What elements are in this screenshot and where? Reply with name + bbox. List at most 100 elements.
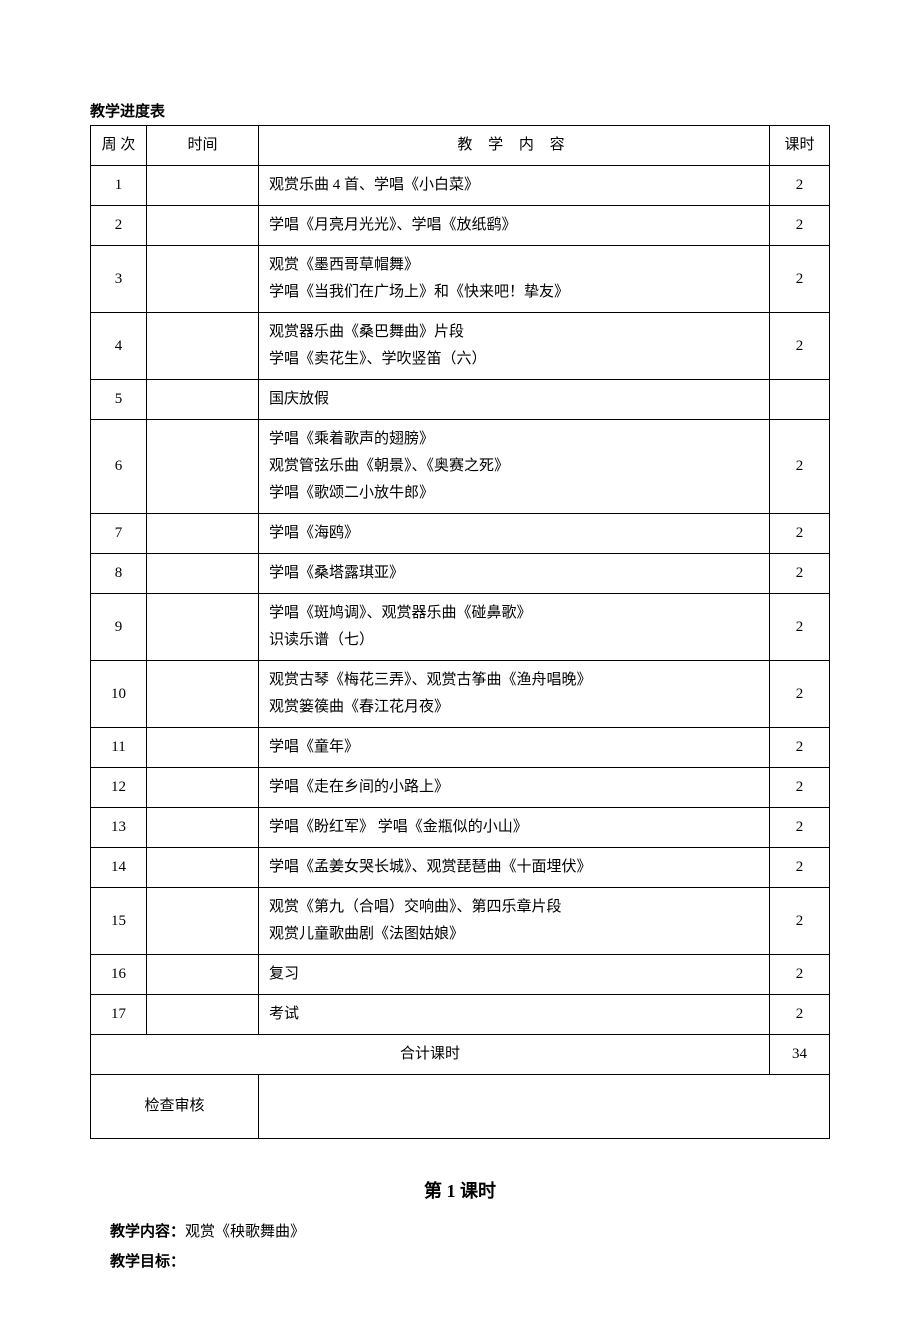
cell-time	[147, 420, 259, 514]
lesson-goal-label: 教学目标：	[110, 1254, 185, 1270]
cell-time	[147, 594, 259, 661]
cell-week: 17	[91, 995, 147, 1035]
cell-time	[147, 166, 259, 206]
table-row: 4 观赏器乐曲《桑巴舞曲》片段学唱《卖花生》、学吹竖笛（六）2	[91, 313, 830, 380]
cell-content: 学唱《桑塔露琪亚》	[259, 554, 770, 594]
cell-time	[147, 955, 259, 995]
table-row: 7 学唱《海鸥》2	[91, 514, 830, 554]
cell-hours: 2	[770, 514, 830, 554]
cell-content: 观赏器乐曲《桑巴舞曲》片段学唱《卖花生》、学吹竖笛（六）	[259, 313, 770, 380]
cell-time	[147, 313, 259, 380]
lesson-heading: 第 1 课时	[90, 1177, 830, 1203]
cell-hours: 2	[770, 554, 830, 594]
review-value	[259, 1075, 830, 1139]
cell-content: 国庆放假	[259, 380, 770, 420]
cell-hours: 2	[770, 206, 830, 246]
cell-hours: 2	[770, 955, 830, 995]
cell-hours: 2	[770, 313, 830, 380]
lesson-goal-line: 教学目标：	[110, 1247, 830, 1277]
lesson-content-value: 观赏《秧歌舞曲》	[185, 1224, 305, 1240]
cell-content: 学唱《斑鸠调》、观赏器乐曲《碰鼻歌》识读乐谱（七）	[259, 594, 770, 661]
cell-time	[147, 888, 259, 955]
schedule-table: 周 次时间教 学 内 容课时1观赏乐曲 4 首、学唱《小白菜》22学唱《月亮月光…	[90, 125, 830, 1139]
table-row: 1 观赏乐曲 4 首、学唱《小白菜》2	[91, 166, 830, 206]
cell-time	[147, 848, 259, 888]
cell-time	[147, 661, 259, 728]
cell-time	[147, 808, 259, 848]
header-content: 教 学 内 容	[259, 126, 770, 166]
table-title: 教学进度表	[90, 100, 830, 121]
lesson-content-label: 教学内容：	[110, 1224, 185, 1240]
cell-hours: 2	[770, 728, 830, 768]
cell-week: 15	[91, 888, 147, 955]
total-label: 合计课时	[91, 1035, 770, 1075]
cell-time	[147, 728, 259, 768]
cell-hours: 2	[770, 848, 830, 888]
cell-week: 1	[91, 166, 147, 206]
cell-content: 观赏《墨西哥草帽舞》学唱《当我们在广场上》和《快来吧！挚友》	[259, 246, 770, 313]
table-row: 13学唱《盼红军》 学唱《金瓶似的小山》2	[91, 808, 830, 848]
table-header-row: 周 次时间教 学 内 容课时	[91, 126, 830, 166]
cell-content: 学唱《走在乡间的小路上》	[259, 768, 770, 808]
table-row: 5 国庆放假	[91, 380, 830, 420]
table-row: 3 观赏《墨西哥草帽舞》学唱《当我们在广场上》和《快来吧！挚友》2	[91, 246, 830, 313]
cell-week: 3	[91, 246, 147, 313]
lesson-content-line: 教学内容：观赏《秧歌舞曲》	[110, 1217, 830, 1247]
cell-week: 13	[91, 808, 147, 848]
cell-week: 12	[91, 768, 147, 808]
cell-content: 复习	[259, 955, 770, 995]
cell-hours: 2	[770, 166, 830, 206]
cell-content: 考试	[259, 995, 770, 1035]
cell-time	[147, 768, 259, 808]
table-row: 15观赏《第九（合唱）交响曲》、第四乐章片段观赏儿童歌曲剧《法图姑娘》2	[91, 888, 830, 955]
cell-week: 16	[91, 955, 147, 995]
total-value: 34	[770, 1035, 830, 1075]
cell-week: 4	[91, 313, 147, 380]
table-row: 16 复习2	[91, 955, 830, 995]
cell-week: 7	[91, 514, 147, 554]
cell-time	[147, 206, 259, 246]
cell-time	[147, 514, 259, 554]
cell-content: 学唱《童年》	[259, 728, 770, 768]
cell-content: 学唱《乘着歌声的翅膀》观赏管弦乐曲《朝景》、《奥赛之死》学唱《歌颂二小放牛郎》	[259, 420, 770, 514]
cell-hours: 2	[770, 888, 830, 955]
cell-week: 11	[91, 728, 147, 768]
cell-content: 学唱《海鸥》	[259, 514, 770, 554]
table-row: 12 学唱《走在乡间的小路上》2	[91, 768, 830, 808]
cell-time	[147, 554, 259, 594]
table-row: 8 学唱《桑塔露琪亚》2	[91, 554, 830, 594]
cell-content: 学唱《孟姜女哭长城》、观赏琵琶曲《十面埋伏》	[259, 848, 770, 888]
table-row: 10 观赏古琴《梅花三弄》、观赏古筝曲《渔舟唱晚》观赏篓篌曲《春江花月夜》2	[91, 661, 830, 728]
cell-hours: 2	[770, 661, 830, 728]
table-row: 14 学唱《孟姜女哭长城》、观赏琵琶曲《十面埋伏》2	[91, 848, 830, 888]
cell-time	[147, 246, 259, 313]
cell-content: 观赏古琴《梅花三弄》、观赏古筝曲《渔舟唱晚》观赏篓篌曲《春江花月夜》	[259, 661, 770, 728]
cell-hours: 2	[770, 768, 830, 808]
cell-content: 观赏乐曲 4 首、学唱《小白菜》	[259, 166, 770, 206]
table-row: 6 学唱《乘着歌声的翅膀》观赏管弦乐曲《朝景》、《奥赛之死》学唱《歌颂二小放牛郎》…	[91, 420, 830, 514]
cell-hours: 2	[770, 808, 830, 848]
cell-week: 8	[91, 554, 147, 594]
cell-hours: 2	[770, 594, 830, 661]
table-row: 17 考试2	[91, 995, 830, 1035]
header-week: 周 次	[91, 126, 147, 166]
cell-week: 6	[91, 420, 147, 514]
table-row: 2学唱《月亮月光光》、学唱《放纸鹞》2	[91, 206, 830, 246]
cell-hours	[770, 380, 830, 420]
cell-week: 9	[91, 594, 147, 661]
cell-time	[147, 995, 259, 1035]
cell-week: 10	[91, 661, 147, 728]
cell-hours: 2	[770, 995, 830, 1035]
review-label: 检查审核	[91, 1075, 259, 1139]
cell-hours: 2	[770, 246, 830, 313]
table-row: 9 学唱《斑鸠调》、观赏器乐曲《碰鼻歌》识读乐谱（七）2	[91, 594, 830, 661]
cell-hours: 2	[770, 420, 830, 514]
cell-week: 14	[91, 848, 147, 888]
cell-content: 学唱《月亮月光光》、学唱《放纸鹞》	[259, 206, 770, 246]
header-hours: 课时	[770, 126, 830, 166]
cell-week: 5	[91, 380, 147, 420]
table-row: 11 学唱《童年》2	[91, 728, 830, 768]
review-row: 检查审核	[91, 1075, 830, 1139]
total-row: 合计课时34	[91, 1035, 830, 1075]
cell-week: 2	[91, 206, 147, 246]
